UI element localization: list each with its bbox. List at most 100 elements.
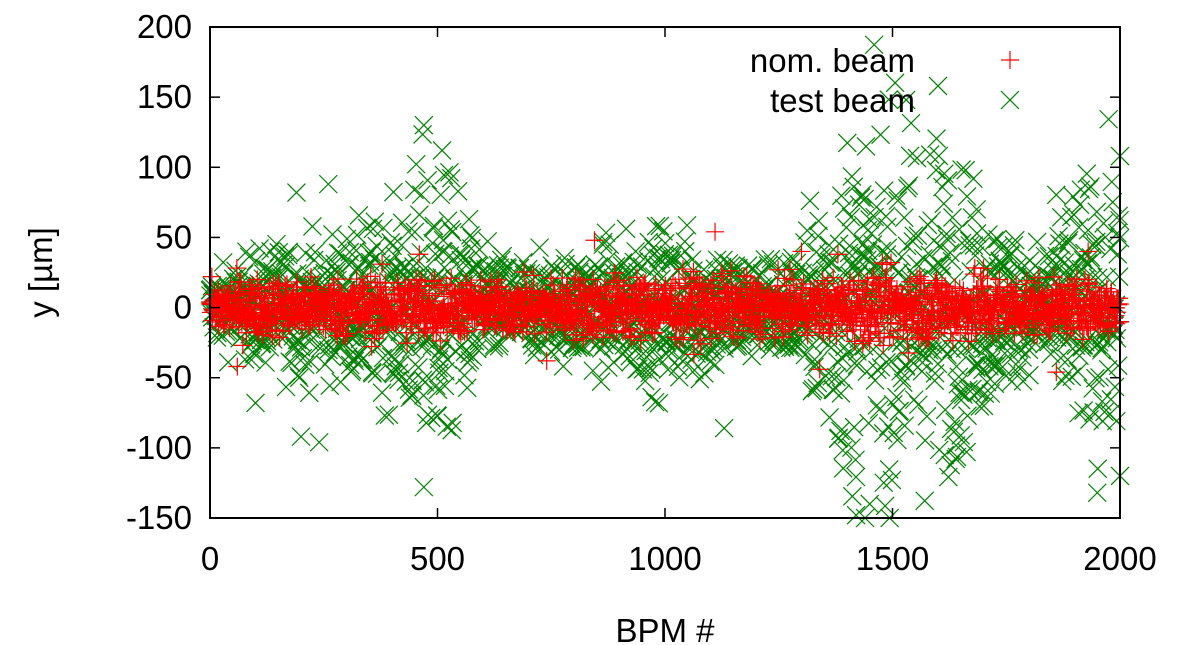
test-beam-point	[803, 352, 823, 371]
test-beam-point	[1062, 367, 1082, 387]
test-beam-point	[413, 124, 433, 144]
test-beam-point	[414, 115, 434, 135]
test-beam-point	[1107, 223, 1127, 243]
test-beam-point	[1085, 368, 1105, 388]
x-tick-label: 0	[201, 540, 219, 577]
test-beam-point	[529, 264, 549, 283]
test-beam-point	[325, 254, 345, 274]
test-beam-point	[834, 370, 854, 390]
test-beam-point	[461, 239, 481, 258]
test-beam-point	[662, 250, 682, 270]
test-beam-point	[367, 236, 387, 256]
x-tick-label: 1500	[856, 540, 929, 577]
test-beam-point	[541, 342, 561, 362]
test-beam-point	[894, 208, 914, 228]
test-beam-point	[278, 245, 298, 265]
test-beam-point	[303, 216, 322, 236]
test-beam-point	[829, 428, 849, 448]
test-beam-point	[877, 217, 897, 237]
test-beam-point	[726, 337, 746, 357]
test-beam-point	[440, 162, 459, 182]
test-beam-point	[860, 494, 880, 514]
test-beam-point	[1070, 195, 1090, 215]
test-beam-point	[935, 400, 955, 420]
test-beam-point	[1087, 483, 1107, 503]
test-beam-point	[858, 241, 878, 261]
test-beam-point	[640, 363, 660, 383]
test-beam-point	[844, 177, 864, 197]
test-beam-point	[409, 357, 428, 377]
test-beam-point	[871, 125, 890, 145]
test-beam-point	[322, 347, 341, 367]
test-beam-point	[653, 221, 673, 241]
test-beam-point	[826, 367, 846, 387]
test-beam-point	[684, 360, 704, 380]
test-beam-point	[912, 361, 932, 381]
test-beam-point	[365, 212, 385, 232]
test-beam-point	[478, 255, 498, 275]
test-beam-point	[677, 215, 697, 235]
test-beam-point	[406, 154, 426, 174]
test-beam-point	[441, 168, 461, 188]
test-beam-point	[639, 232, 659, 252]
test-beam-point	[970, 397, 990, 416]
test-beam-point	[426, 376, 446, 396]
test-beam-point	[616, 219, 636, 239]
test-beam-point	[884, 423, 904, 443]
test-beam-point	[1039, 246, 1059, 266]
test-beam-point	[957, 442, 977, 462]
x-axis-label: BPM #	[615, 612, 715, 645]
test-beam-point	[388, 335, 408, 355]
y-tick-label: 200	[137, 8, 192, 45]
test-beam-point	[432, 141, 452, 160]
test-beam-point	[392, 213, 412, 233]
test-beam-point	[672, 257, 692, 277]
test-beam-point	[459, 209, 479, 229]
test-beam-point	[1099, 109, 1119, 129]
test-beam-point	[596, 223, 616, 243]
test-beam-point	[434, 165, 454, 185]
test-beam-point	[915, 430, 935, 450]
test-beam-point	[943, 208, 962, 227]
test-beam-point	[649, 393, 669, 413]
test-beam-point	[437, 417, 457, 437]
test-beam-point	[927, 129, 946, 149]
test-beam-point	[690, 369, 710, 389]
test-beam-point	[424, 216, 444, 236]
test-beam-point	[904, 390, 924, 410]
test-beam-point	[384, 182, 403, 202]
test-beam-point	[530, 238, 550, 258]
test-beam-point	[566, 257, 586, 277]
test-beam-point	[594, 335, 614, 355]
test-beam-point	[411, 185, 431, 205]
test-beam-point	[246, 393, 265, 413]
test-beam-point	[842, 486, 862, 506]
legend-cross-icon	[1000, 90, 1020, 110]
test-beam-point	[256, 353, 275, 373]
test-beam-point	[907, 148, 927, 168]
test-beam-point	[1109, 206, 1129, 226]
test-beam-point	[809, 211, 829, 231]
test-beam-point	[663, 246, 683, 266]
test-beam-point	[1102, 172, 1122, 192]
test-beam-point	[642, 387, 661, 407]
test-beam-point	[1046, 185, 1066, 205]
test-beam-point	[375, 406, 395, 426]
test-beam-point	[404, 180, 424, 200]
test-beam-point	[669, 367, 689, 387]
test-beam-point	[597, 250, 617, 270]
legend-label-nom-beam: nom. beam	[750, 42, 915, 79]
test-beam-point	[434, 242, 453, 262]
x-tick-label: 2000	[1083, 540, 1156, 577]
test-beam-point	[384, 364, 404, 384]
test-beam-point	[528, 336, 548, 356]
test-beam-point	[429, 358, 448, 378]
y-tick-label: -150	[126, 499, 192, 536]
test-beam-point	[957, 187, 977, 206]
test-beam-point	[913, 248, 933, 268]
test-beam-point	[299, 383, 319, 403]
legend: nom. beam test beam	[750, 42, 1020, 119]
test-beam-point	[456, 250, 476, 270]
test-beam-point	[296, 243, 316, 263]
